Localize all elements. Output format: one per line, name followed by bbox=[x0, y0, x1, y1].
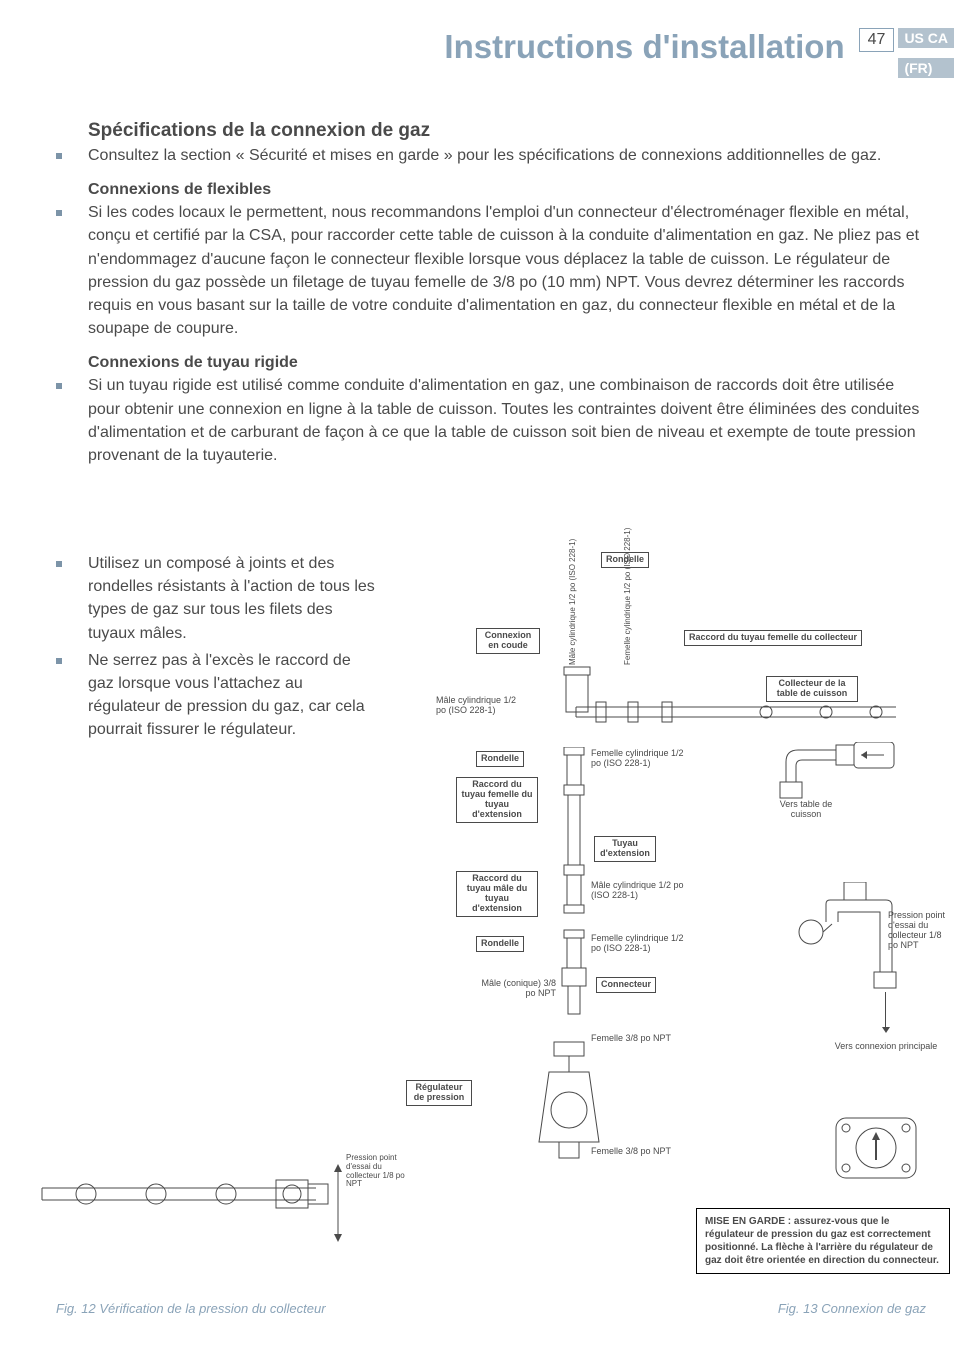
figcaption-12: Fig. 12 Vérification de la pression du c… bbox=[56, 1301, 326, 1316]
locale-column: US CA (FR) bbox=[898, 28, 954, 78]
page-header: Instructions d'installation 47 US CA (FR… bbox=[444, 28, 954, 78]
list-item: Si un tuyau rigide est utilisé comme con… bbox=[56, 374, 926, 467]
list-item: Consultez la section « Sécurité et mises… bbox=[56, 144, 926, 167]
fitting-stack-icon bbox=[554, 747, 594, 1017]
list-flex: Si les codes locaux le permettent, nous … bbox=[56, 201, 926, 340]
side-bullets: Utilisez un composé à joints et des rond… bbox=[56, 552, 378, 742]
label-rondelle-2: Rondelle bbox=[476, 751, 524, 767]
list-item: Utilisez un composé à joints et des rond… bbox=[56, 552, 378, 645]
label-pression-essai-r: Pression point d'essai du collecteur 1/8… bbox=[888, 911, 950, 951]
page-title: Instructions d'installation bbox=[444, 28, 844, 66]
list-gas-spec: Consultez la section « Sécurité et mises… bbox=[56, 144, 926, 167]
label-tuyau-extension: Tuyau d'extension bbox=[594, 836, 656, 862]
label-connexion-coude: Connexion en coude bbox=[476, 628, 540, 654]
manifold-fig12-icon bbox=[26, 1128, 386, 1268]
label-male-cyl-2: Mâle cylindrique 1/2 po (ISO 228-1) bbox=[591, 881, 686, 901]
label-femelle-cyl-vert: Femelle cylindrique 1/2 po (ISO 228-1) bbox=[624, 528, 632, 665]
heading-flex: Connexions de flexibles bbox=[88, 181, 926, 199]
figures-area: Utilisez un composé à joints et des rond… bbox=[56, 552, 926, 1326]
label-raccord-male-ext: Raccord du tuyau mâle du tuyau d'extensi… bbox=[456, 871, 538, 917]
page-number: 47 bbox=[859, 28, 895, 52]
figcaption-13: Fig. 13 Connexion de gaz bbox=[778, 1301, 926, 1316]
list-rigid: Si un tuyau rigide est utilisé comme con… bbox=[56, 374, 926, 467]
locale-usca: US CA bbox=[898, 28, 954, 48]
elbow-mid-icon bbox=[766, 882, 926, 1022]
label-rondelle-3: Rondelle bbox=[476, 936, 524, 952]
label-vers-table: Vers table de cuisson bbox=[766, 800, 846, 820]
heading-gas-spec: Spécifications de la connexion de gaz bbox=[88, 120, 926, 142]
list-item: Ne serrez pas à l'excès le raccord de ga… bbox=[56, 649, 378, 742]
elbow-manifold-icon bbox=[546, 652, 906, 732]
locale-fr: (FR) bbox=[898, 58, 954, 78]
warning-box: MISE EN GARDE : assurez-vous que le régu… bbox=[696, 1208, 950, 1274]
list-item: Si les codes locaux le permettent, nous … bbox=[56, 201, 926, 340]
label-connecteur: Connecteur bbox=[596, 977, 656, 993]
arrow-down-icon bbox=[885, 992, 886, 1028]
label-femelle-cyl-2: Femelle cylindrique 1/2 po (ISO 228-1) bbox=[591, 934, 686, 954]
label-male-cyl-vert: Mâle cylindrique 1/2 po (ISO 228-1) bbox=[569, 539, 577, 665]
elbow-top-icon bbox=[766, 742, 906, 842]
label-male-cyl: Mâle cylindrique 1/2 po (ISO 228-1) bbox=[436, 696, 526, 716]
label-regulateur: Régulateur de pression bbox=[406, 1080, 472, 1106]
label-femelle-38-2: Femelle 3/8 po NPT bbox=[591, 1147, 686, 1157]
label-male-conique: Mâle (conique) 3/8 po NPT bbox=[476, 979, 556, 999]
label-vers-connexion: Vers connexion principale bbox=[826, 1042, 946, 1052]
regulator-rear-icon bbox=[816, 1108, 936, 1198]
heading-rigid: Connexions de tuyau rigide bbox=[88, 354, 926, 372]
label-raccord-femelle-ext: Raccord du tuyau femelle du tuyau d'exte… bbox=[456, 777, 538, 823]
diagram-zone: Rondelle Connexion en coude Mâle cylindr… bbox=[396, 552, 926, 1286]
label-pression-essai-l: Pression point d'essai du collecteur 1/8… bbox=[346, 1154, 406, 1189]
main-content: Spécifications de la connexion de gaz Co… bbox=[56, 120, 926, 467]
label-femelle-cyl-1: Femelle cylindrique 1/2 po (ISO 228-1) bbox=[591, 749, 686, 769]
label-raccord-femelle-collecteur: Raccord du tuyau femelle du collecteur bbox=[684, 630, 862, 646]
